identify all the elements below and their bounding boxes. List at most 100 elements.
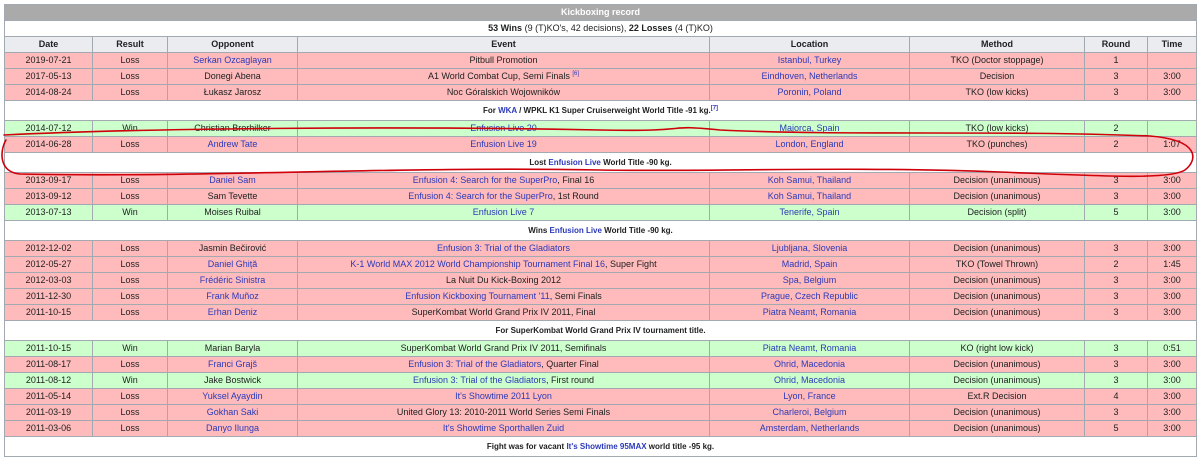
fight-opponent-cell: Jasmin Bečirović <box>167 240 298 257</box>
fight-result: Loss <box>92 404 168 421</box>
column-header-method[interactable]: Method <box>909 36 1085 53</box>
fight-location[interactable]: Piatra Neamt, Romania <box>762 307 857 317</box>
fight-event: SuperKombat World Grand Prix IV 2011, Fi… <box>411 307 596 317</box>
fight-method: TKO (low kicks) <box>909 120 1085 137</box>
fight-opponent[interactable]: Franci Grajš <box>207 359 257 369</box>
title-note-row: Fight was for vacant It's Showtime 95MAX… <box>3 436 1198 457</box>
fight-event[interactable]: Enfusion 3: Trial of the Gladiators <box>412 375 547 385</box>
fight-event[interactable]: Enfusion 3: Trial of the Gladiators <box>436 243 571 253</box>
fight-event[interactable]: Enfusion Live 19 <box>470 139 537 149</box>
column-header-result[interactable]: Result <box>92 36 168 53</box>
fight-location[interactable]: London, England <box>775 139 844 149</box>
wins-count: 53 Wins <box>488 23 523 33</box>
fight-location[interactable]: Charleroi, Belgium <box>772 407 847 417</box>
fight-round: 3 <box>1084 272 1148 289</box>
fight-opponent-cell: Daniel Ghiță <box>167 256 298 273</box>
title-note-link[interactable]: WKA <box>498 106 517 115</box>
fight-opponent[interactable]: Serkan Ozcaglayan <box>193 55 272 65</box>
fight-event-cell: It's Showtime Sporthallen Zuid <box>297 420 710 437</box>
column-header-date[interactable]: Date <box>4 36 93 53</box>
kickboxing-record-table: Kickboxing record 53 Wins (9 (T)KO's, 42… <box>3 4 1198 457</box>
fight-opponent-cell: Daniel Sam <box>167 172 298 189</box>
fight-location[interactable]: Spa, Belgium <box>782 275 837 285</box>
fight-opponent-cell: Frank Muñoz <box>167 288 298 305</box>
fight-round: 3 <box>1084 188 1148 205</box>
fight-location[interactable]: Koh Samui, Thailand <box>767 191 852 201</box>
citation-link[interactable]: [7] <box>710 105 719 112</box>
column-header-location[interactable]: Location <box>709 36 910 53</box>
column-header-round[interactable]: Round <box>1084 36 1148 53</box>
fight-location[interactable]: Piatra Neamt, Romania <box>762 343 857 353</box>
fight-location-cell: Charleroi, Belgium <box>709 404 910 421</box>
fight-event[interactable]: Enfusion 4: Search for the SuperPro <box>412 175 558 185</box>
column-header-time[interactable]: Time <box>1146 36 1198 53</box>
fight-opponent[interactable]: Andrew Tate <box>207 139 258 149</box>
fight-row: 2012-12-02 Loss Jasmin Bečirović Enfusion 3… <box>4 240 1198 257</box>
losses-count: 22 Losses <box>628 23 673 33</box>
fight-opponent[interactable]: Yuksel Ayaydin <box>202 391 263 401</box>
title-note-link[interactable]: It's Showtime 95MAX <box>566 442 647 451</box>
fight-event[interactable]: It's Showtime 2011 Lyon <box>455 391 552 401</box>
fight-method: Ext.R Decision <box>909 388 1085 405</box>
fight-event[interactable]: Enfusion Live 7 <box>472 207 535 217</box>
fight-method: Decision (unanimous) <box>909 240 1085 257</box>
fight-event[interactable]: Enfusion Kickboxing Tournament '11 <box>405 291 550 301</box>
fight-event[interactable]: Enfusion Live 20 <box>470 123 537 133</box>
fight-opponent[interactable]: Erhan Deniz <box>207 307 258 317</box>
title-note-link[interactable]: Enfusion Live <box>548 158 601 167</box>
fight-event[interactable]: K-1 World MAX 2012 World Championship To… <box>350 259 606 269</box>
fight-opponent[interactable]: Daniel Ghiță <box>207 259 258 269</box>
column-header-opponent[interactable]: Opponent <box>167 36 298 53</box>
fight-round: 2 <box>1084 136 1148 153</box>
fight-event[interactable]: Enfusion 4: Search for the SuperPro <box>408 191 553 201</box>
fight-row: 2014-07-12 Win Christian Brorhilker Enfusio… <box>4 120 1198 137</box>
fight-date: 2011-10-15 <box>4 304 93 321</box>
fight-opponent[interactable]: Frank Muñoz <box>206 291 259 301</box>
fight-opponent: Donegi Abena <box>204 71 261 81</box>
fight-location[interactable]: Ohrid, Macedonia <box>773 375 846 385</box>
fight-round: 3 <box>1084 172 1148 189</box>
fight-row: 2011-03-19 Loss Gokhan Saki United Glory 13… <box>4 404 1198 421</box>
fight-location[interactable]: Tenerife, Spain <box>779 207 840 217</box>
fight-opponent-cell: Marian Baryla <box>167 340 298 357</box>
fight-result: Loss <box>92 52 168 69</box>
fight-location[interactable]: Prague, Czech Republic <box>760 291 859 301</box>
fight-method: TKO (Doctor stoppage) <box>909 52 1085 69</box>
fight-date: 2013-09-17 <box>4 172 93 189</box>
fight-location[interactable]: Istanbul, Turkey <box>777 55 842 65</box>
fight-event[interactable]: Enfusion 3: Trial of the Gladiators <box>408 359 542 369</box>
citation-link[interactable]: [6] <box>572 71 580 77</box>
fight-location[interactable]: Ljubljana, Slovenia <box>771 243 848 253</box>
fight-location[interactable]: Amsterdam, Netherlands <box>759 423 860 433</box>
fight-method: Decision (unanimous) <box>909 356 1085 373</box>
fight-location[interactable]: Ohrid, Macedonia <box>773 359 846 369</box>
fight-method: Decision (unanimous) <box>909 188 1085 205</box>
fight-date: 2013-07-13 <box>4 204 93 221</box>
fight-location[interactable]: Poronin, Poland <box>777 87 842 97</box>
fight-location[interactable]: Koh Samui, Thailand <box>767 175 852 185</box>
fight-method: Decision (unanimous) <box>909 420 1085 437</box>
fight-opponent[interactable]: Daniel Sam <box>209 175 256 185</box>
title-note-suffix: World Title -90 kg. <box>601 226 673 235</box>
title-note: Fight was for vacant It's Showtime 95MAX… <box>3 436 1198 457</box>
fight-row: 2014-08-24 Loss Łukasz Jarosz Noc Góralskic… <box>4 84 1198 101</box>
fight-event[interactable]: It's Showtime Sporthallen Zuid <box>442 423 565 433</box>
fight-opponent: Sam Tevette <box>207 191 258 201</box>
fight-opponent[interactable]: Frédéric Sinistra <box>199 275 266 285</box>
fight-event: A1 World Combat Cup, Semi Finals <box>427 71 570 81</box>
fight-location[interactable]: Lyon, France <box>783 391 836 401</box>
title-note-link[interactable]: Enfusion Live <box>549 226 602 235</box>
fight-location[interactable]: Eindhoven, Netherlands <box>761 71 858 81</box>
fight-date: 2012-12-02 <box>4 240 93 257</box>
fight-opponent[interactable]: Danyo Ilunga <box>205 423 260 433</box>
fight-opponent-cell: Gokhan Saki <box>167 404 298 421</box>
fight-location[interactable]: Madrid, Spain <box>781 259 838 269</box>
fight-location[interactable]: Majorca, Spain <box>779 123 840 133</box>
fight-opponent[interactable]: Gokhan Saki <box>206 407 259 417</box>
fight-method: TKO (Towel Thrown) <box>909 256 1085 273</box>
fight-row: 2014-06-28 Loss Andrew Tate Enfusion Live 1… <box>4 136 1198 153</box>
title-note-suffix: World Title -90 kg. <box>600 158 672 167</box>
column-header-event[interactable]: Event <box>297 36 710 53</box>
fight-time: 3:00 <box>1146 272 1198 289</box>
fight-event-cell: Enfusion 3: Trial of the Gladiators, Qua… <box>297 356 710 373</box>
